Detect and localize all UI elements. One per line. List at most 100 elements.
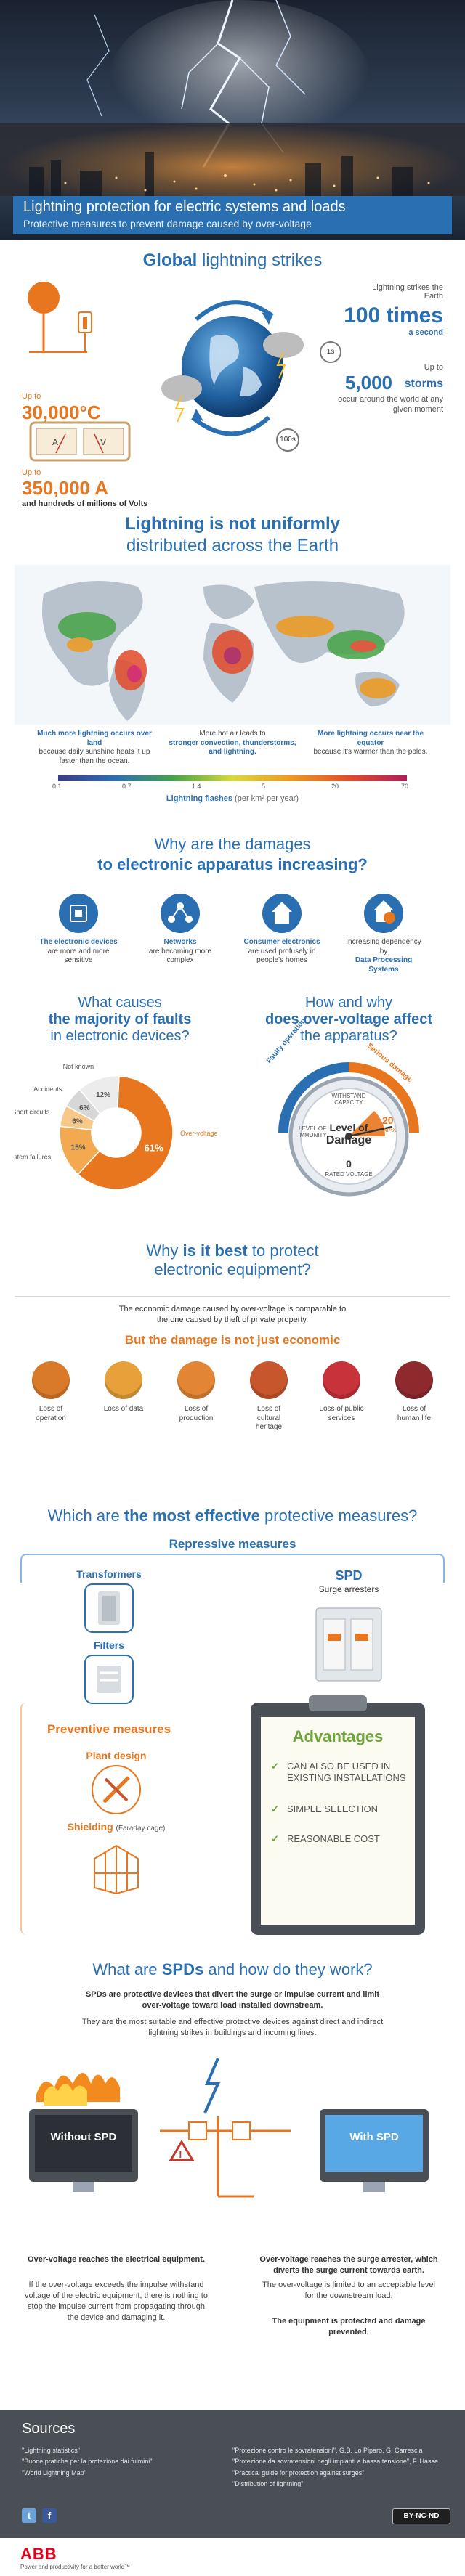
color-scale — [58, 775, 407, 781]
surge-arrester-icon — [315, 1607, 382, 1682]
loss-icon — [32, 1361, 70, 1399]
loss-label: Loss of human life — [397, 1405, 432, 1422]
protect-title: Why is it best to protect electronic equ… — [0, 1242, 465, 1279]
check-icon: ✓ — [271, 1761, 279, 1772]
loss-item: Loss of data — [87, 1361, 160, 1414]
current-value: 350,000 A — [22, 477, 109, 499]
source-link[interactable]: "Protezione contro le sovratensioni", G.… — [232, 2447, 423, 2454]
global-title: Global lightning strikes — [0, 250, 465, 271]
filters-label: Filters — [93, 1639, 124, 1651]
faults-title: What causes the majority of faults in el… — [22, 995, 218, 1045]
loss-item: Loss of cultural heritage — [232, 1361, 305, 1432]
with-spd-final: The equipment is protected and damage pr… — [272, 2317, 426, 2336]
pie-category-label: Accidents — [33, 1085, 62, 1093]
temp-value: 30,000°C — [22, 402, 101, 423]
scale-label: Lightning flashes — [166, 794, 232, 803]
scale-tick: 1.4 — [192, 783, 201, 790]
source-link[interactable]: "Protezione da sovratensioni negli impia… — [232, 2458, 439, 2466]
dist-col2-text: More hot air leads to — [199, 730, 266, 738]
pie-slice — [78, 1075, 120, 1115]
storms-word: storms — [404, 378, 443, 390]
city-skyline — [29, 152, 430, 196]
storms-prefix: Up to — [424, 363, 443, 372]
spds-para1: SPDs are protective devices that divert … — [85, 1990, 380, 2010]
damage-4-text: Increasing dependency by — [346, 938, 421, 955]
storms-value: 5,000 — [344, 372, 392, 394]
consumer-electronics-icon — [262, 894, 302, 933]
damages-title2: to electronic apparatus increasing? — [97, 855, 368, 873]
gauge-max: 20 — [382, 1114, 394, 1126]
faults-title2: the majority of faults — [48, 1011, 192, 1027]
damage-1-bold: The electronic devices — [39, 938, 118, 946]
protect-divider — [15, 1296, 450, 1297]
spds-para2: They are the most suitable and effective… — [81, 2018, 384, 2037]
faults-title3: in electronic devices? — [50, 1028, 190, 1044]
svg-text:!: ! — [179, 2148, 182, 2160]
damage-2-bold: Networks — [163, 938, 197, 946]
dist-col1: Much more lightning occurs over land bec… — [29, 730, 160, 766]
gauge-zero: 0 — [346, 1158, 352, 1170]
transformer-icon — [84, 1583, 134, 1633]
pie-value-label: 6% — [72, 1117, 83, 1125]
pie-value-label: 15% — [71, 1144, 86, 1152]
world-map — [15, 565, 450, 725]
facebook-icon[interactable]: f — [42, 2508, 57, 2523]
advantages-clipboard: Advantages ✓ CAN ALSO BE USED IN EXISTIN… — [251, 1695, 425, 1935]
spds-title-bold: SPDs — [161, 1960, 204, 1978]
transformers-label: Transformers — [76, 1568, 142, 1580]
source-link[interactable]: "Practical guide for protection against … — [232, 2469, 365, 2477]
with-spd-bold: Over-voltage reaches the surge arrester,… — [259, 2255, 438, 2275]
global-title-bold: Global — [142, 250, 198, 270]
source-link[interactable]: "Distribution of lightning" — [232, 2479, 304, 2487]
protect-title-bold: is it best — [182, 1242, 248, 1260]
advantages-title: Advantages — [292, 1727, 384, 1745]
protect-title1: Why — [146, 1242, 179, 1260]
source-link[interactable]: "World Lightning Map" — [22, 2469, 86, 2477]
source-link[interactable]: "Buone pratiche per la protezione dai fu… — [22, 2458, 153, 2466]
abb-logo: ABB — [20, 2545, 57, 2563]
sources-right: "Protezione contro le sovratensioni", G.… — [232, 2445, 450, 2490]
gauge-center2: Damage — [326, 1134, 372, 1146]
loss-icon — [105, 1361, 142, 1399]
strike-value: 100 times — [344, 303, 443, 327]
loss-item: Loss of operation — [15, 1361, 87, 1423]
loss-icon — [177, 1361, 215, 1399]
twitter-icon[interactable]: t — [22, 2508, 36, 2523]
sources-left: "Lightning statistics" "Buone pratiche pe… — [22, 2445, 218, 2479]
sources-panel: Sources "Lightning statistics" "Buone pra… — [0, 2410, 465, 2538]
strike-suffix: a second — [408, 328, 443, 337]
loss-item: Loss of human life — [378, 1361, 450, 1423]
current-suffix: and hundreds of millions of Volts — [22, 500, 148, 508]
network-icon — [161, 894, 200, 933]
dist-col3-text: because it's warmer than the poles. — [313, 748, 428, 756]
check-icon: ✓ — [271, 1803, 279, 1814]
advantages-list: ✓ CAN ALSO BE USED IN EXISTING INSTALLAT… — [271, 1761, 409, 1844]
damages-title1: Why are the damages — [154, 835, 311, 853]
preventive-label: Preventive measures — [46, 1722, 171, 1736]
city-lights — [0, 123, 465, 196]
distribution-title-bold: Lightning is not uniformly — [125, 514, 340, 534]
globe-icon — [161, 300, 304, 436]
hero-banner: Lightning protection for electric system… — [0, 0, 465, 240]
loss-label: Loss of cultural heritage — [255, 1405, 283, 1431]
pie-category-label: Network system failures — [15, 1154, 52, 1161]
pie-value-label: 6% — [79, 1104, 90, 1112]
dist-col3: More lightning occurs near the equator b… — [305, 730, 436, 757]
pie-category-label: Over-voltage — [180, 1130, 218, 1137]
distribution-title-rest: distributed across the Earth — [126, 536, 339, 555]
plant-design-label: Plant design — [86, 1750, 147, 1761]
storms-suffix: occur around the world at any given mome… — [338, 395, 443, 415]
temp-prefix: Up to — [22, 392, 41, 401]
pie-category-label: Not known — [63, 1063, 94, 1070]
source-link[interactable]: "Lightning statistics" — [22, 2447, 80, 2454]
footer: ABB Power and productivity for a better … — [0, 2538, 465, 2576]
check-icon: ✓ — [271, 1833, 279, 1844]
measures-title: Which are the most effective protective … — [0, 1507, 465, 1525]
plant-design-icon — [92, 1765, 141, 1814]
hero-title-band: Lightning protection for electric system… — [13, 196, 452, 234]
without-spd-text: If the over-voltage exceeds the impulse … — [25, 2281, 208, 2322]
loss-label: Loss of data — [103, 1405, 144, 1413]
ammeter-icon: A V — [29, 421, 131, 462]
scale-tick: 5 — [262, 783, 266, 790]
